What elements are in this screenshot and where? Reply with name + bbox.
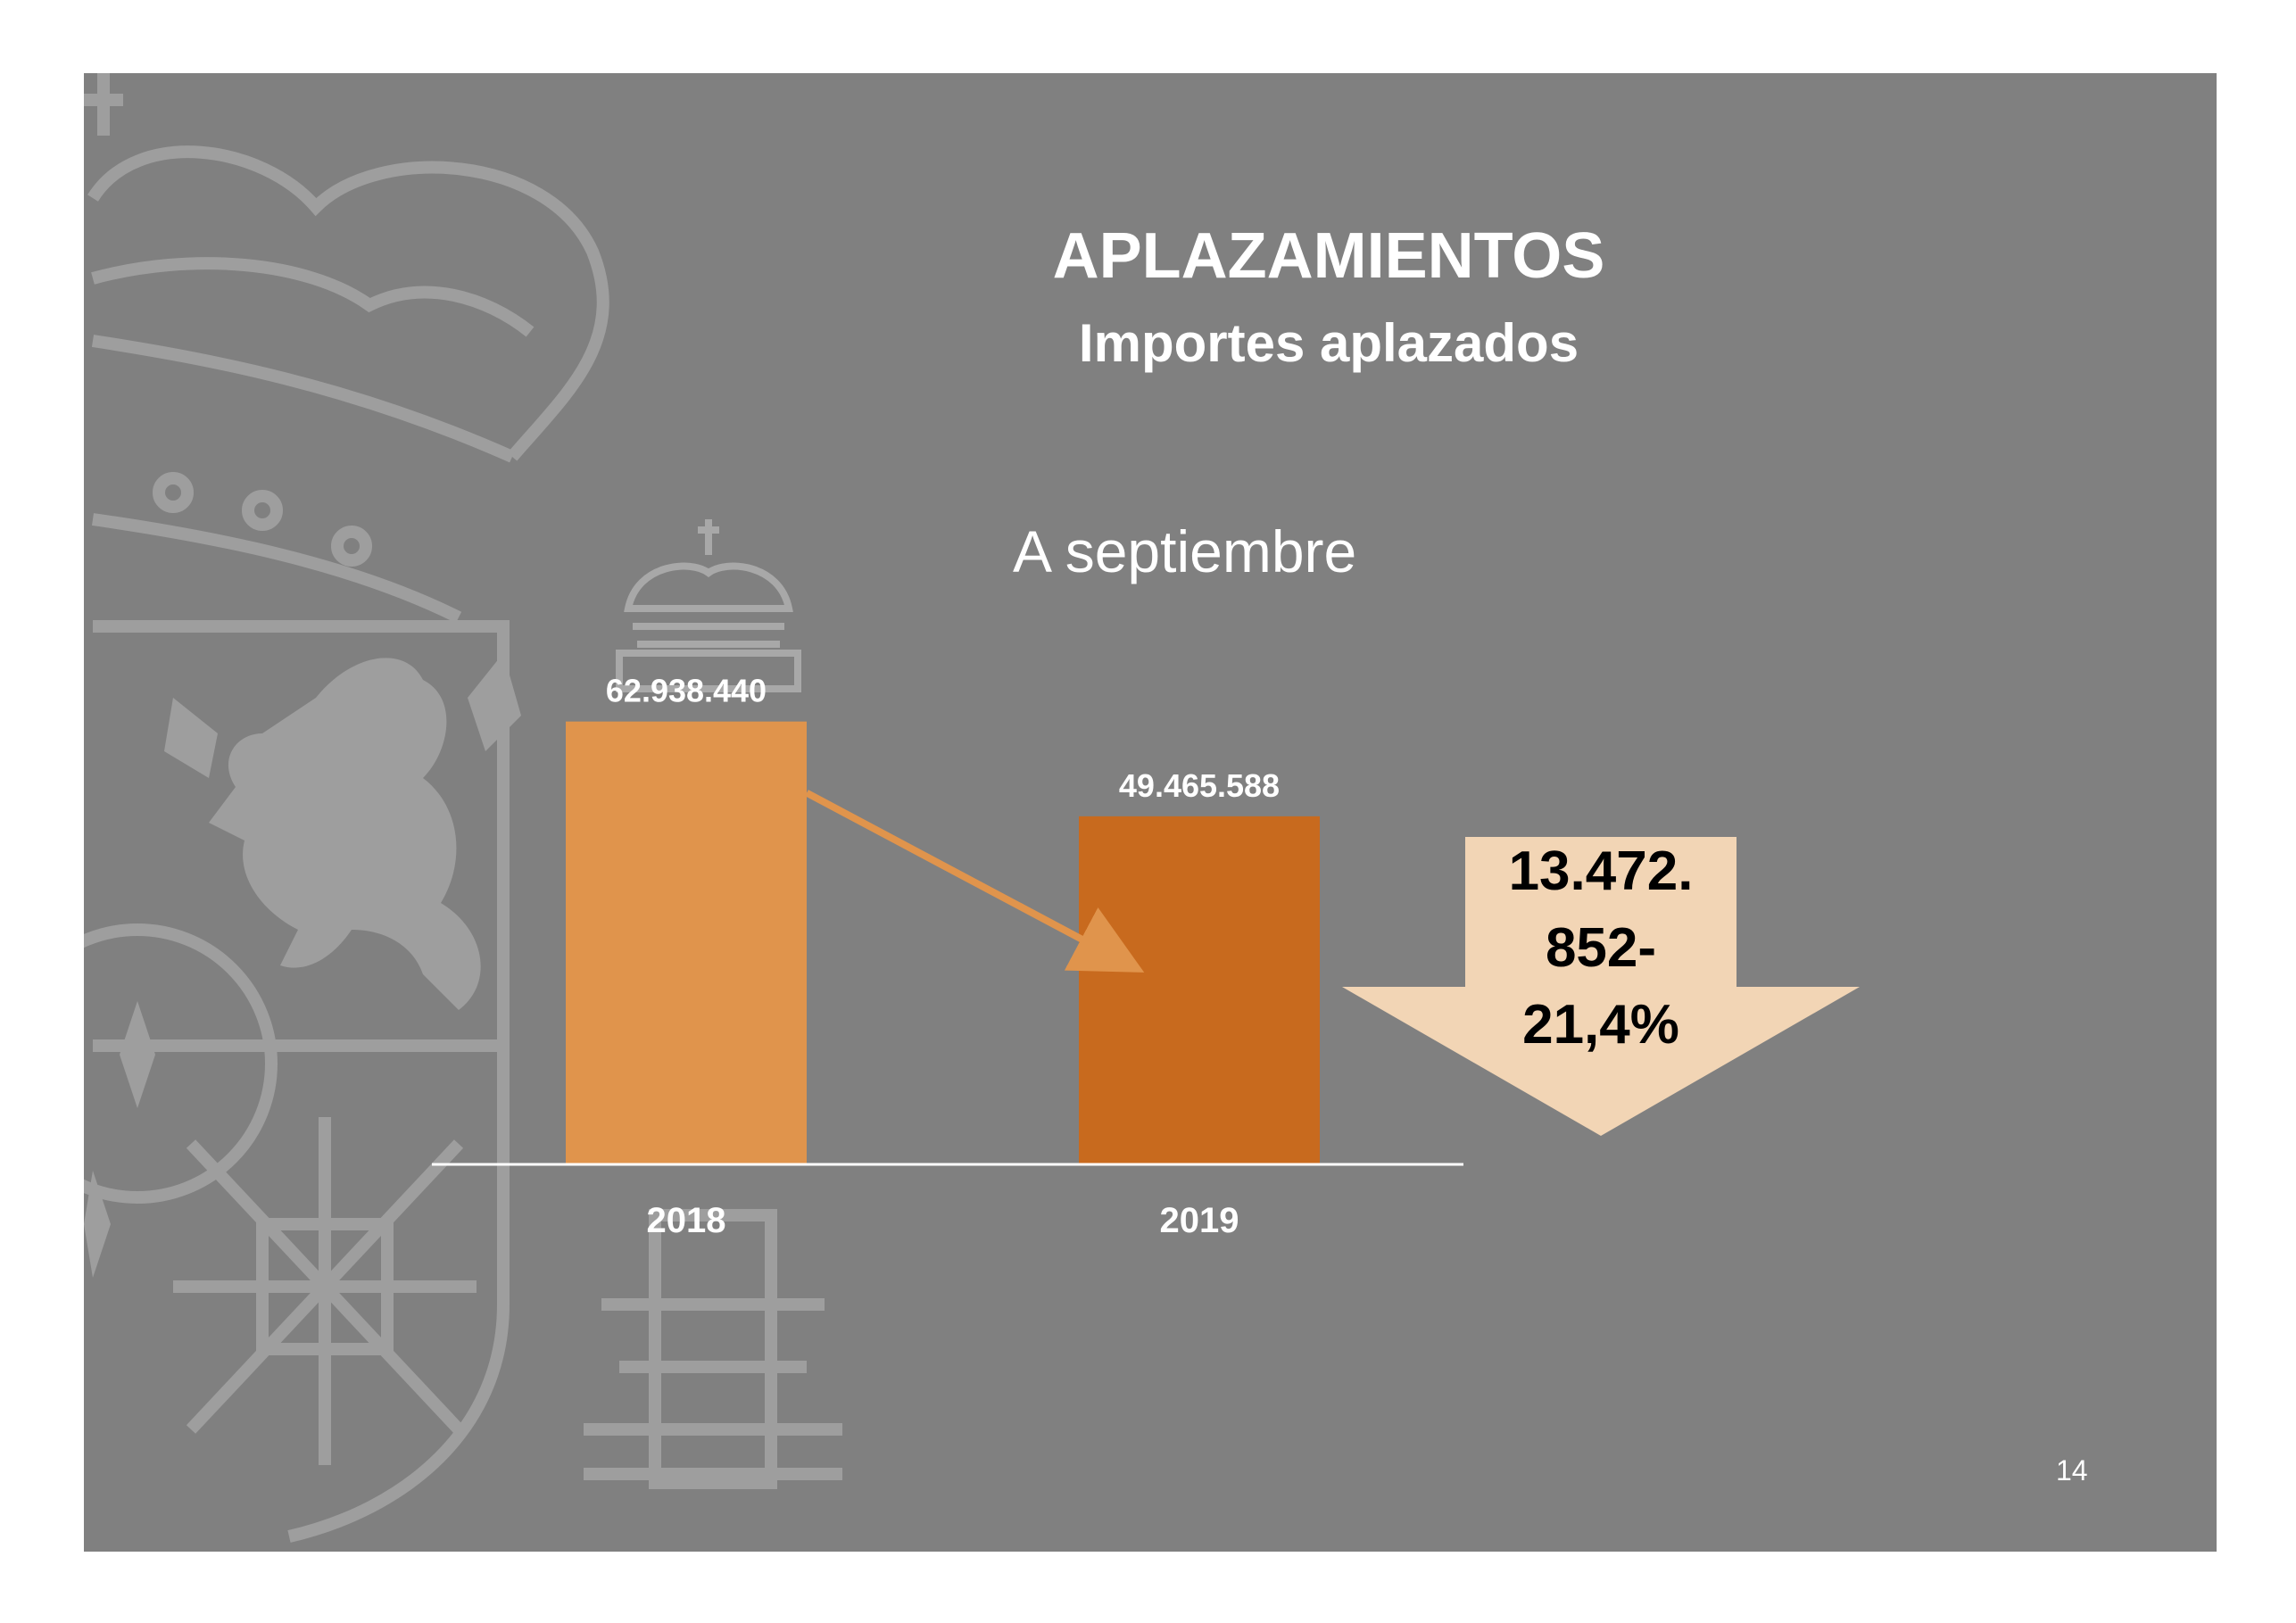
value-label-2019: 49.465.588 [1119, 767, 1280, 804]
coat-of-arms-icon [84, 73, 842, 1543]
bar-chart: 62.938.440 2018 49.465.588 2019 [432, 673, 1463, 1240]
slide-title: APLAZAMIENTOS [1052, 220, 1605, 292]
value-label-2018: 62.938.440 [606, 673, 767, 709]
bar-2018 [566, 721, 807, 1164]
x-tick-label-2019: 2019 [1160, 1201, 1239, 1240]
bar-2019 [1079, 816, 1320, 1164]
period-note: A septiembre [1013, 518, 1357, 584]
slide: APLAZAMIENTOS Importes aplazados A septi… [84, 73, 2217, 1552]
page-number: 14 [2056, 1454, 2088, 1486]
trend-arrow-icon [805, 790, 1145, 973]
slide-subtitle: Importes aplazados [1078, 313, 1579, 373]
difference-percent: 21,4% [1522, 994, 1679, 1056]
down-arrow-icon [1342, 837, 1860, 1136]
x-tick-label-2018: 2018 [647, 1201, 726, 1240]
difference-line-1: 13.472. [1508, 840, 1694, 902]
difference-line-2: 852- [1545, 917, 1657, 979]
difference-callout: 13.472. 852- 21,4% [1476, 833, 1726, 1064]
